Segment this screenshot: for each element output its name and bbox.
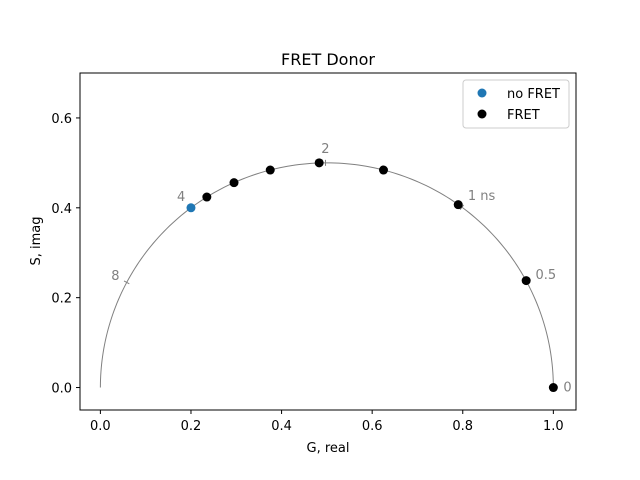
lifetime-label: 2 xyxy=(321,142,329,157)
axes: 0.0 0.2 0.4 0.6 0.8 1.0 0.0 0.2 0.4 0.6 xyxy=(51,112,563,434)
lifetime-label: 1 ns xyxy=(468,189,496,204)
legend-entry: FRET xyxy=(507,108,540,123)
x-tick-label: 0.2 xyxy=(181,419,202,434)
y-tick-label: 0.0 xyxy=(51,382,72,397)
y-tick-label: 0.4 xyxy=(51,202,72,217)
data-point xyxy=(265,165,275,175)
lifetime-tick xyxy=(459,204,465,211)
legend: no FRET FRET xyxy=(462,79,570,129)
y-axis-label: S, imag xyxy=(29,216,44,265)
plot-frame xyxy=(79,72,577,411)
x-tick-label: 0.0 xyxy=(90,419,111,434)
y-tick-label: 0.2 xyxy=(51,292,72,307)
lifetime-tick xyxy=(123,280,130,285)
data-point xyxy=(521,276,531,286)
universal-semicircle xyxy=(99,162,554,388)
x-tick-label: 0.8 xyxy=(452,419,473,434)
data-point xyxy=(453,200,463,210)
lifetime-label: 8 xyxy=(111,269,119,284)
data-point xyxy=(202,192,212,202)
lifetime-label: 0.5 xyxy=(535,268,556,283)
data-point xyxy=(314,158,324,168)
y-tick-label: 0.6 xyxy=(51,112,72,127)
x-tick-label: 0.4 xyxy=(271,419,292,434)
legend-entry: no FRET xyxy=(507,87,560,102)
plot-area: 0 0.5 1 ns 2 4 8 xyxy=(99,142,572,396)
x-tick-label: 0.6 xyxy=(362,419,383,434)
legend-marker xyxy=(477,109,487,119)
legend-box xyxy=(462,79,570,129)
data-point xyxy=(378,165,388,175)
data-point xyxy=(548,383,558,393)
lifetime-label: 4 xyxy=(177,190,185,205)
legend-marker xyxy=(477,88,487,98)
chart-title: FRET Donor xyxy=(281,50,375,69)
x-axis-label: G, real xyxy=(307,441,350,456)
lifetime-label: 0 xyxy=(563,381,571,396)
x-tick-label: 1.0 xyxy=(543,419,564,434)
data-point xyxy=(229,178,239,188)
data-point xyxy=(186,203,196,213)
